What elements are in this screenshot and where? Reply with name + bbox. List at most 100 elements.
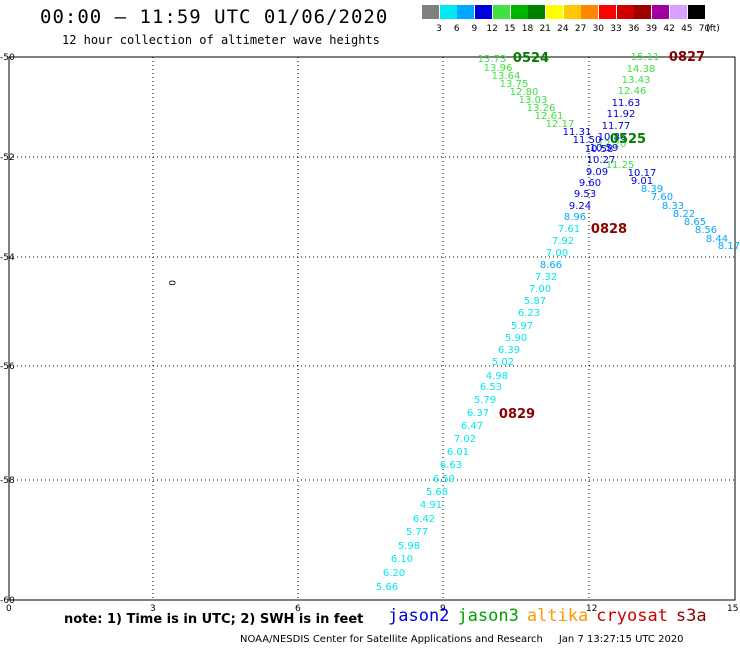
lat-tick-label: -60 [0, 596, 15, 606]
wave-height-value: 15.11 [631, 52, 660, 63]
lon-tick-label: 0 [6, 604, 12, 614]
wave-height-value: 9.53 [574, 189, 596, 200]
satellite-name: jason3 [457, 606, 519, 626]
wave-height-value: 8.65 [684, 217, 706, 228]
pass-time-label: 0525 [610, 132, 646, 147]
wave-height-value: 11.63 [612, 98, 641, 109]
footer-note: note: 1) Time is in UTC; 2) SWH is in fe… [64, 612, 364, 627]
wave-height-value: 5.97 [511, 321, 533, 332]
lat-tick-label: -52 [0, 153, 15, 163]
generated-timestamp: Jan 7 13:27:15 UTC 2020 [558, 634, 684, 645]
legend-label: 33 [610, 24, 622, 34]
wave-height-value: 12.17 [546, 119, 575, 130]
wave-height-value: 8.17 [718, 241, 740, 252]
wave-height-value: 6.63 [440, 460, 462, 471]
wave-height-value: 11.92 [607, 109, 636, 120]
legend-label: 15 [504, 24, 516, 34]
wave-height-value: 6.10 [391, 554, 413, 565]
wave-height-value: 8.33 [662, 201, 684, 212]
wave-height-value: 5.87 [524, 296, 546, 307]
wave-height-value: 8.96 [564, 212, 586, 223]
legend-label: 70 [698, 24, 711, 34]
legend-label: 6 [453, 24, 460, 34]
legend-swatch [510, 5, 528, 19]
satellite-name: s3a [675, 606, 707, 626]
wave-height-value: 9.24 [569, 201, 591, 212]
satellite-key: jason2 jason3 altika cryosat s3a [388, 606, 715, 626]
wave-height-value: 7.00 [529, 284, 551, 295]
pass-time-label: 0524 [513, 51, 549, 66]
wave-height-value: 10.59 [590, 143, 619, 154]
wave-height-value: 8.22 [673, 209, 695, 220]
wave-height-value: 6.42 [413, 514, 435, 525]
legend-swatch [457, 5, 475, 19]
wave-height-value: 13.73 [478, 54, 507, 65]
satellite-name: cryosat [596, 606, 668, 626]
legend-swatch [634, 5, 652, 19]
wave-height-value: 7.32 [535, 272, 557, 283]
lon-tick-label: 9 [440, 604, 446, 614]
legend-label: 42 [663, 24, 675, 34]
wave-height-value: 5.77 [406, 527, 428, 538]
wave-height-legend: 3 6 9 12 15 18 21 24 27 30 33 36 39 42 45 70 (ft) [422, 5, 726, 35]
legend-label: 21 [539, 24, 551, 34]
wave-height-value: 11.77 [602, 121, 631, 132]
wave-height-value: 7.00 [546, 248, 568, 259]
wave-height-value: 6.47 [461, 421, 483, 432]
wave-height-value: 9.09 [586, 167, 608, 178]
wave-height-value: 6.37 [467, 408, 489, 419]
legend-swatch [563, 5, 581, 19]
wave-height-value: 9.60 [579, 178, 601, 189]
legend-swatch [492, 5, 510, 19]
pass-time-label: 0828 [591, 222, 627, 237]
lon-tick-label: 6 [295, 604, 301, 614]
legend-label: 12 [486, 24, 498, 34]
wave-height-value: 5.02 [492, 357, 514, 368]
page-title: 00:00 – 11:59 UTC 01/06/2020 [40, 6, 389, 28]
wave-height-value: 5.90 [505, 333, 527, 344]
legend-swatch [581, 5, 599, 19]
wave-height-value: 12.61 [535, 111, 564, 122]
lat-tick-label: -56 [0, 362, 15, 372]
pass-time-label: 0829 [499, 407, 535, 422]
wave-height-value: 7.60 [651, 192, 673, 203]
wave-height-value: 10.58 [585, 144, 614, 155]
wave-height-value: 13.03 [519, 95, 548, 106]
lat-tick-label: -58 [0, 476, 15, 486]
wave-height-value: 8.44 [706, 234, 728, 245]
legend-swatch [616, 5, 634, 19]
wave-height-value: 6.20 [383, 568, 405, 579]
legend-unit: (ft) [706, 24, 720, 34]
legend-swatch [528, 5, 546, 19]
wave-height-value: 10.17 [628, 168, 657, 179]
legend-label: 36 [627, 24, 640, 34]
wave-height-value: 10.27 [587, 155, 616, 166]
wave-height-value: 8.66 [540, 260, 562, 271]
wave-height-value: 14.38 [627, 64, 656, 75]
legend-label: 24 [557, 24, 569, 34]
wave-height-value: 6.39 [498, 345, 520, 356]
legend-swatch [475, 5, 493, 19]
lat-tick-label: -54 [0, 253, 15, 263]
wave-height-value: 9.01 [631, 176, 653, 187]
wave-height-value: 4.98 [486, 371, 508, 382]
wave-height-value: 13.96 [484, 63, 513, 74]
lon-tick-label: 15 [727, 604, 738, 614]
satellite-name: altika [526, 606, 589, 626]
wave-height-value: 7.61 [558, 224, 580, 235]
wave-height-value: 6.53 [480, 382, 502, 393]
wave-height-value: 7.92 [552, 236, 574, 247]
wave-height-observations: 13.7313.9613.6413.7512.8013.0313.2612.61… [376, 52, 740, 593]
lon-tick-label: 3 [150, 604, 156, 614]
legend-label: 30 [592, 24, 605, 34]
credit-line: NOAA/NESDIS Center for Satellite Applica… [240, 634, 684, 645]
wave-height-value: 10.86 [598, 132, 627, 143]
legend-swatch [545, 5, 563, 19]
page-subtitle: 12 hour collection of altimeter wave hei… [62, 33, 380, 47]
lon-tick-label: 12 [586, 604, 597, 614]
pass-time-label: 0827 [669, 50, 705, 65]
graticule [9, 57, 735, 600]
wave-height-value: 11.50 [573, 135, 602, 146]
